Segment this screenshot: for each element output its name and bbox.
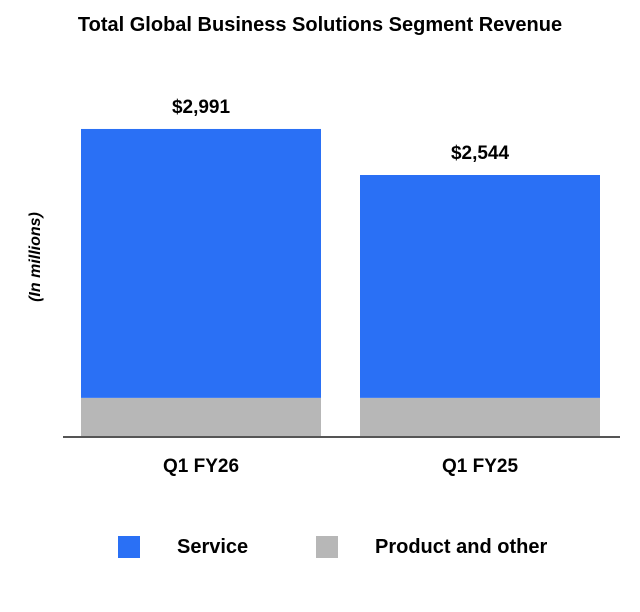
- legend-label-product: Product and other: [375, 535, 548, 558]
- total-label: $2,544: [451, 143, 510, 164]
- y-axis-label: (In millions): [27, 212, 44, 302]
- x-tick-labels: Q1 FY26 Q1 FY25: [163, 456, 518, 477]
- service-swatch: [118, 536, 140, 558]
- bar-product-and-other-q1-fy25: [360, 397, 600, 437]
- bar-service-q1-fy25: [360, 175, 600, 398]
- legend-item-service: Service: [118, 534, 248, 560]
- total-labels: $2,991 $2,544: [172, 97, 510, 164]
- legend-label-service: Service: [177, 535, 249, 558]
- bar-product-and-other-q1-fy26: [81, 397, 321, 437]
- legend-item-product: Product and other: [316, 534, 547, 560]
- product-swatch: [316, 536, 338, 558]
- x-tick-label: Q1 FY26: [163, 456, 239, 477]
- bar-service-q1-fy26: [81, 128, 321, 398]
- bars-group: [81, 128, 600, 437]
- total-label: $2,991: [172, 97, 231, 118]
- chart-title: Total Global Business Solutions Segment …: [77, 14, 563, 36]
- x-tick-label: Q1 FY25: [442, 456, 518, 477]
